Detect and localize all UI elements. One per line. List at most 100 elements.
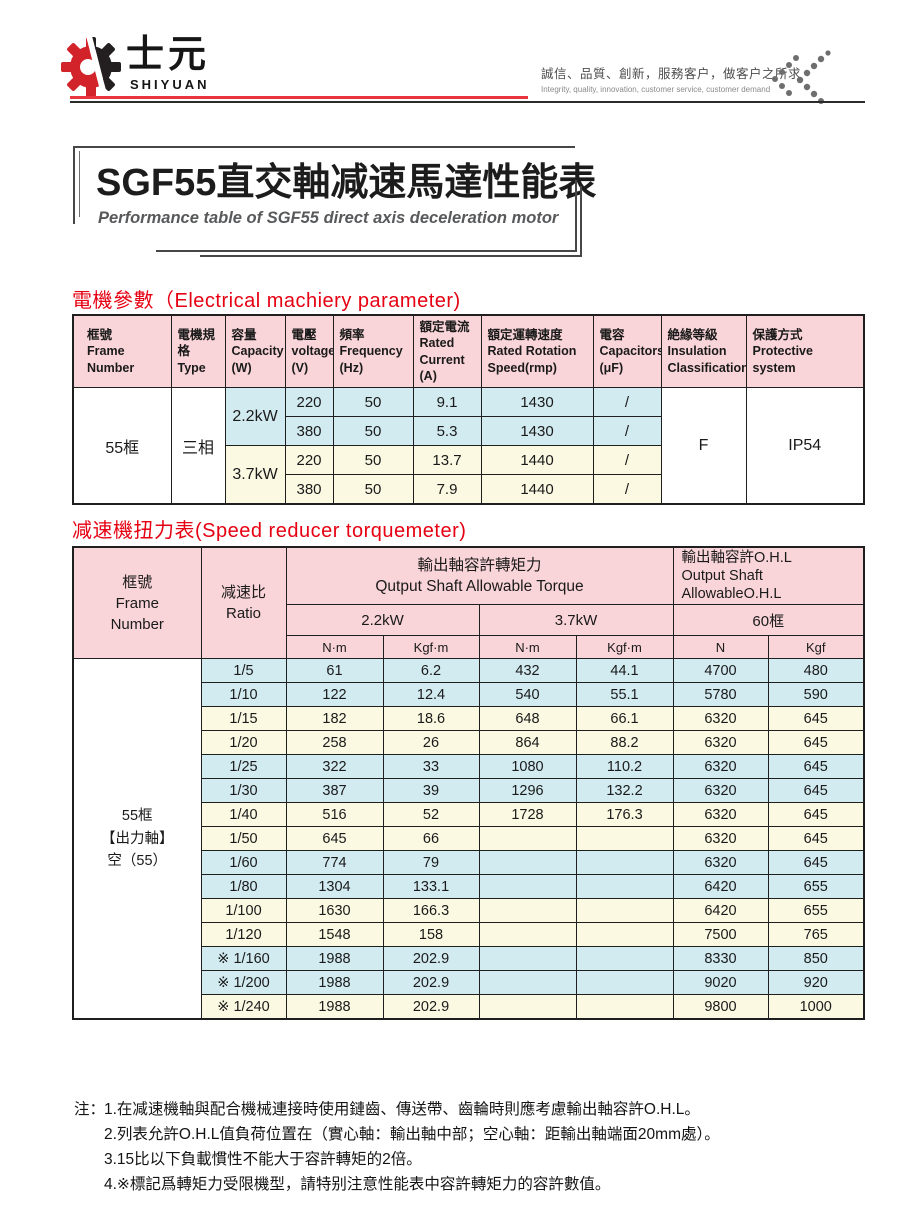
col-header-torque-group: 輸出軸容許轉矩力 Qutput Shaft Allowable Torque — [285, 546, 674, 606]
cell: 6420 — [672, 898, 769, 924]
cell: 6320 — [672, 850, 769, 876]
header-rule-red — [70, 96, 528, 99]
cell-ratio: 1/20 — [200, 730, 287, 756]
cell: 1548 — [285, 922, 384, 948]
note-prefix: 注： — [74, 1101, 106, 1118]
cell: 8330 — [672, 946, 769, 972]
cell: 655 — [767, 874, 865, 900]
note-text: 2.列表允許O.H.L值負荷位置在（實心軸：輸出軸中部；空心軸：距輸出軸端面20… — [104, 1126, 720, 1144]
title-frame-line — [200, 186, 582, 257]
cell-type: 三相 — [170, 387, 226, 505]
cell: 88.2 — [575, 730, 674, 756]
cell — [478, 922, 577, 948]
cell: 166.3 — [382, 898, 480, 924]
cell: 50 — [332, 474, 414, 505]
cell-ratio: 1/50 — [200, 826, 287, 852]
cell: 7.9 — [412, 474, 482, 505]
cell: 110.2 — [575, 754, 674, 780]
cell-protection: IP54 — [745, 387, 865, 505]
cell: 1430 — [480, 387, 594, 417]
cell: 645 — [767, 802, 865, 828]
cell: 9.1 — [412, 387, 482, 417]
col-header-unit: Kgf·m — [382, 635, 480, 660]
col-header: 電容 Capacitors (μF) — [592, 314, 662, 388]
table-row: 1/50 645 66 6320 645 — [73, 826, 865, 852]
table-row: 1/60 774 79 6320 645 — [73, 850, 865, 876]
cell: 26 — [382, 730, 480, 756]
cell: 648 — [478, 706, 577, 732]
cell — [575, 898, 674, 924]
note-line: 2.列表允許O.H.L值負荷位置在（實心軸：輸出軸中部；空心軸：距輸出軸端面20… — [104, 1122, 720, 1147]
cell: 79 — [382, 850, 480, 876]
cell: / — [592, 387, 662, 417]
cell: 645 — [767, 826, 865, 852]
electrical-header-row: 框號 Frame Number 電機規格 Type 容量 Capacity (W… — [72, 314, 865, 388]
cell: 6320 — [672, 802, 769, 828]
cell — [478, 874, 577, 900]
cell-ratio: 1/25 — [200, 754, 287, 780]
cell: 540 — [478, 682, 577, 708]
cell: 220 — [284, 387, 334, 417]
gear-icon — [61, 37, 121, 97]
cell: 645 — [767, 778, 865, 804]
cell: 33 — [382, 754, 480, 780]
col-header-ohl-group: 輸出軸容許O.H.L Output Shaft AllowableO.H.L — [672, 546, 865, 606]
cell: 850 — [767, 946, 865, 972]
cell: 645 — [767, 754, 865, 780]
cell-ratio: 1/120 — [200, 922, 287, 948]
cell: 44.1 — [575, 658, 674, 684]
cell — [575, 994, 674, 1020]
slogan-chinese: 誠信、品質、創新，服務客户，做客户之所求 — [541, 67, 802, 81]
cell — [575, 922, 674, 948]
table-row: ※ 1/200 1988 202.9 9020 920 — [73, 970, 865, 996]
note-text: 1.在减速機軸與配合機械連接時使用鏈齒、傳送帶、齒輪時則應考慮輸出軸容許O.H.… — [104, 1101, 700, 1118]
cell: 6320 — [672, 706, 769, 732]
cell: 1728 — [478, 802, 577, 828]
cell: 176.3 — [575, 802, 674, 828]
col-header-ratio: 减速比 Ratio — [200, 546, 287, 660]
cell: 202.9 — [382, 970, 480, 996]
cell: / — [592, 416, 662, 446]
cell: 645 — [767, 850, 865, 876]
cell-ratio: 1/15 — [200, 706, 287, 732]
cell-frame: 55框 【出力軸】 空（55） — [72, 658, 202, 1020]
cell-ratio: ※ 1/240 — [200, 994, 287, 1020]
cell: 6320 — [672, 826, 769, 852]
col-header-unit: N — [672, 635, 769, 660]
cell: 66 — [382, 826, 480, 852]
cell: / — [592, 445, 662, 475]
cell: 132.2 — [575, 778, 674, 804]
cell: 7500 — [672, 922, 769, 948]
table-row: 55框 三相 2.2kW 220 50 9.1 1430 / F IP54 — [72, 387, 865, 505]
cell: 1988 — [285, 946, 384, 972]
table-row: 1/100 1630 166.3 6420 655 — [73, 898, 865, 924]
table-row: 1/120 1548 158 7500 765 — [73, 922, 865, 948]
cell: 220 — [284, 445, 334, 475]
cell-ratio: 1/30 — [200, 778, 287, 804]
cell: 480 — [767, 658, 865, 684]
cell: 9020 — [672, 970, 769, 996]
title-frame-line — [156, 180, 577, 252]
cell: 765 — [767, 922, 865, 948]
table-row: 1/10 122 12.4 540 55.1 5780 590 — [73, 682, 865, 708]
cell: 202.9 — [382, 994, 480, 1020]
cell: 13.7 — [412, 445, 482, 475]
title-frame-line — [73, 146, 575, 224]
cell: 1630 — [285, 898, 384, 924]
cell — [575, 826, 674, 852]
cell: 774 — [285, 850, 384, 876]
col-header: 保護方式 Protective system — [745, 314, 865, 388]
cell — [478, 826, 577, 852]
cell: 432 — [478, 658, 577, 684]
col-header: 頻率 Frequency (Hz) — [332, 314, 414, 388]
torque-header-row1: 框號 Frame Number 减速比 Ratio 輸出軸容許轉矩力 Qutpu… — [72, 546, 865, 660]
header-rule-black — [70, 101, 865, 103]
cell — [478, 946, 577, 972]
table-row: 1/25 322 33 1080 110.2 6320 645 — [73, 754, 865, 780]
cell: 322 — [285, 754, 384, 780]
table-row: 1/40 516 52 1728 176.3 6320 645 — [73, 802, 865, 828]
cell-ratio: 1/5 — [200, 658, 287, 684]
company-slogan: 誠信、品質、創新，服務客户，做客户之所求 Integrity, quality,… — [541, 63, 801, 94]
cell: 645 — [285, 826, 384, 852]
cell: 182 — [285, 706, 384, 732]
